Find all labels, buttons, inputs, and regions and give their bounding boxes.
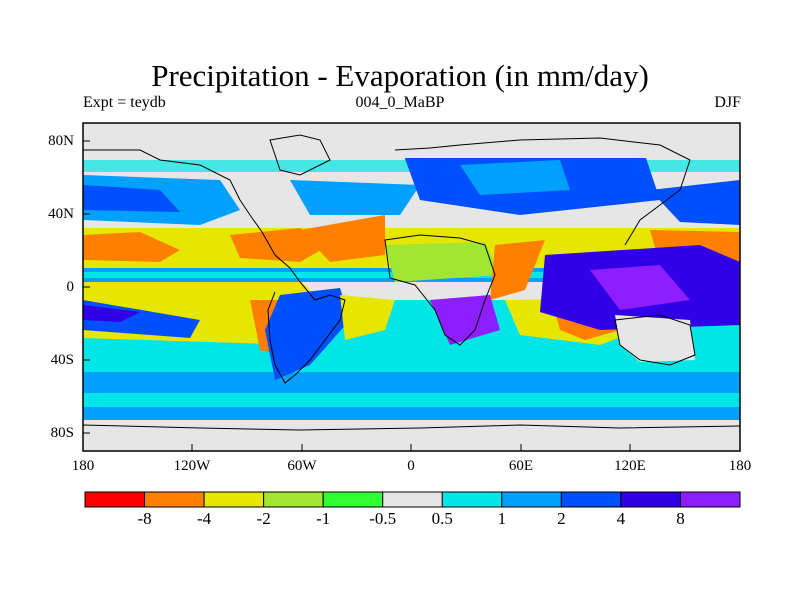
xtick-label: 180 bbox=[728, 458, 752, 474]
colorbar-tick-label: -8 bbox=[137, 509, 152, 528]
southern-ocean-band-edge bbox=[83, 393, 740, 407]
north-pacific-dry-core-west bbox=[83, 232, 180, 262]
eurasia-wet-inner bbox=[460, 160, 570, 195]
greenland-coastline bbox=[269, 134, 331, 176]
north-atlantic-storm-track bbox=[290, 180, 420, 215]
xtick-label: 120E bbox=[614, 458, 646, 474]
xtick-label: 120W bbox=[173, 458, 211, 474]
colorbar-swatch bbox=[441, 491, 503, 508]
eurasia-coastline bbox=[394, 137, 691, 246]
coastlines bbox=[83, 134, 740, 431]
africa-coastline bbox=[384, 234, 496, 346]
colorbar-tick-label: -0.5 bbox=[369, 509, 397, 528]
north-atlantic-dry-core bbox=[300, 215, 385, 262]
colorbar-swatch bbox=[620, 491, 681, 508]
colorbar-swatch bbox=[560, 491, 622, 508]
north-pacific-dry-core-east bbox=[230, 228, 330, 262]
colorbar-tick-label: 8 bbox=[676, 509, 685, 528]
xtick-label: 0 bbox=[407, 458, 415, 474]
colorbar-swatch bbox=[501, 491, 562, 508]
map-field bbox=[83, 123, 740, 451]
xtick-label: 180 bbox=[71, 458, 95, 474]
colorbar-swatch bbox=[84, 491, 146, 508]
colorbar-swatch bbox=[679, 491, 741, 508]
australia-coastline bbox=[614, 314, 696, 366]
colorbar-tick-label: 2 bbox=[557, 509, 566, 528]
colorbar bbox=[84, 491, 741, 508]
maritime-continent-wet-core bbox=[590, 265, 690, 310]
colorbar-tick-label: -2 bbox=[256, 509, 271, 528]
map-title: Precipitation - Evaporation (in mm/day) bbox=[151, 58, 649, 93]
xtick-label: 60E bbox=[508, 458, 534, 474]
australia-zone bbox=[615, 315, 695, 362]
time-label: 004_0_MaBP bbox=[355, 94, 445, 111]
arctic-zone bbox=[83, 123, 740, 158]
colorbar-swatch bbox=[322, 491, 384, 508]
axis-ticks bbox=[83, 140, 631, 451]
experiment-label: Expt = teydb bbox=[83, 94, 166, 111]
ytick-label: 40S bbox=[50, 352, 74, 368]
colorbar-swatch bbox=[382, 491, 443, 508]
north-africa-zone bbox=[385, 242, 500, 282]
ytick-label: 0 bbox=[66, 279, 75, 295]
ytick-label: 80S bbox=[50, 425, 74, 441]
colorbar-tick-label: 1 bbox=[497, 509, 507, 528]
xtick-label: 60W bbox=[287, 458, 317, 474]
south-america-wet-zone bbox=[265, 288, 350, 380]
antarctica-coastline bbox=[83, 424, 740, 431]
colorbar-swatch bbox=[144, 491, 205, 508]
ytick-label: 80N bbox=[48, 133, 74, 149]
colorbar-tick-label: -4 bbox=[196, 509, 212, 528]
colorbar-swatch bbox=[263, 491, 324, 508]
arabian-sea-dry-zone bbox=[490, 240, 545, 300]
north-pacific-storm-core-east bbox=[650, 180, 740, 225]
north-pacific-storm-core bbox=[83, 185, 180, 212]
ytick-label: 40N bbox=[48, 206, 74, 222]
colorbar-tick-label: 0.5 bbox=[431, 509, 453, 528]
season-label: DJF bbox=[714, 94, 741, 111]
americas-coastline bbox=[83, 149, 346, 384]
south-atlantic-dry-zone bbox=[340, 295, 395, 340]
colorbar-tick-label: -1 bbox=[316, 509, 331, 528]
spcz-wet-core bbox=[83, 305, 140, 322]
colorbar-swatch bbox=[203, 491, 265, 508]
colorbar-tick-label: 4 bbox=[616, 509, 626, 528]
